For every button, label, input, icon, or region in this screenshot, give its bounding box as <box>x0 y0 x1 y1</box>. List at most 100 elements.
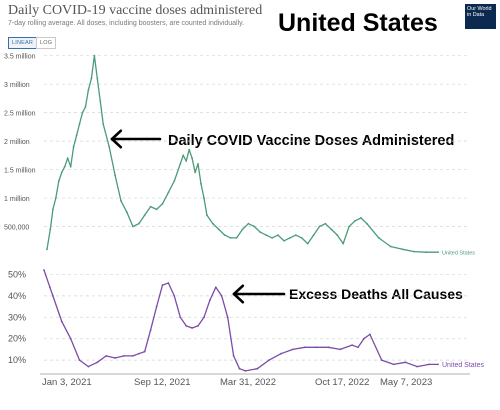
data-point <box>253 225 256 228</box>
data-point <box>223 234 226 237</box>
data-point <box>339 348 342 351</box>
data-point <box>149 205 152 208</box>
data-point <box>93 54 96 57</box>
y-tick-label: 500,000 <box>4 225 29 232</box>
data-point <box>214 286 217 289</box>
data-point <box>312 234 315 237</box>
data-point <box>191 327 194 329</box>
data-point <box>188 148 191 151</box>
data-point <box>96 361 99 364</box>
logo-text-line-1: Our World <box>467 6 492 12</box>
data-point <box>259 231 262 234</box>
data-point <box>277 234 279 237</box>
data-point <box>289 237 291 239</box>
x-tick-label: Jan 3, 2021 <box>42 377 92 388</box>
data-point <box>69 165 72 168</box>
data-point <box>132 355 134 357</box>
deaths-arrow <box>232 284 286 304</box>
x-tick-label: Mar 31, 2022 <box>220 377 276 388</box>
data-point <box>114 174 116 177</box>
country-heading: United States <box>278 9 438 37</box>
data-point <box>167 282 170 284</box>
x-tick-label: May 7, 2023 <box>380 377 432 388</box>
data-point <box>280 352 282 355</box>
y-tick-label: 2 million <box>4 139 30 146</box>
data-point <box>209 299 211 301</box>
data-point <box>66 157 69 160</box>
data-point <box>179 316 182 319</box>
data-point <box>241 228 244 231</box>
data-point <box>404 361 407 364</box>
arrow-head <box>110 129 123 141</box>
data-point <box>351 344 353 346</box>
data-point <box>173 295 176 297</box>
data-point <box>123 355 125 357</box>
data-point <box>342 242 345 245</box>
data-point <box>203 316 205 319</box>
data-point <box>49 228 52 231</box>
y-tick-label: 40% <box>8 291 26 301</box>
deaths-annotation: Excess Deaths All Causes <box>289 286 463 302</box>
data-point <box>132 225 134 228</box>
data-point <box>389 245 392 248</box>
data-point <box>401 248 404 251</box>
data-point <box>392 363 395 366</box>
data-point <box>84 106 87 108</box>
chart-title: Daily COVID-19 vaccine doses administere… <box>8 3 263 18</box>
data-point <box>108 145 111 148</box>
our-world-in-data-logo[interactable]: Our World in Data <box>465 4 496 29</box>
data-point <box>155 208 158 211</box>
data-point <box>197 325 199 327</box>
data-point <box>102 123 105 125</box>
data-point <box>120 200 122 202</box>
data-point <box>366 222 368 225</box>
vaccine-doses-line <box>46 55 438 253</box>
data-point <box>155 305 158 308</box>
data-point <box>229 237 232 239</box>
data-point <box>244 370 247 372</box>
x-tick-label: Sep 12, 2021 <box>134 377 191 388</box>
data-point <box>300 237 303 239</box>
data-point <box>212 222 214 225</box>
data-point <box>173 180 176 182</box>
data-point <box>126 211 128 214</box>
y-tick-label: 10% <box>8 355 26 365</box>
data-point <box>149 329 152 331</box>
data-point <box>194 171 197 174</box>
data-point <box>206 214 208 217</box>
data-point <box>294 234 297 237</box>
data-point <box>182 154 185 157</box>
data-point <box>217 228 220 231</box>
arrow-head <box>232 292 245 304</box>
data-point <box>200 182 202 185</box>
data-point <box>75 134 78 137</box>
data-point <box>348 225 350 228</box>
data-point <box>72 145 75 148</box>
data-point <box>437 251 439 254</box>
series-label: United States <box>442 251 475 257</box>
data-point <box>377 237 380 239</box>
log-scale-toggle[interactable]: LOG <box>36 37 57 49</box>
data-point <box>90 77 93 80</box>
data-point <box>303 346 306 349</box>
data-point <box>197 163 199 165</box>
data-point <box>380 359 383 361</box>
data-point <box>425 251 428 254</box>
y-tick-label: 2.5 million <box>4 111 36 118</box>
data-point <box>54 197 57 200</box>
data-point <box>235 237 238 239</box>
data-point <box>291 348 294 351</box>
data-point <box>247 222 250 225</box>
data-point <box>283 239 285 242</box>
data-point <box>232 355 235 357</box>
data-point <box>369 333 371 336</box>
data-point <box>143 350 146 353</box>
data-point <box>220 295 223 297</box>
data-point <box>363 337 365 340</box>
data-point <box>203 197 205 200</box>
data-point <box>78 359 81 361</box>
y-tick-label: 3 million <box>4 82 30 89</box>
data-point <box>271 237 273 239</box>
data-point <box>185 160 188 162</box>
